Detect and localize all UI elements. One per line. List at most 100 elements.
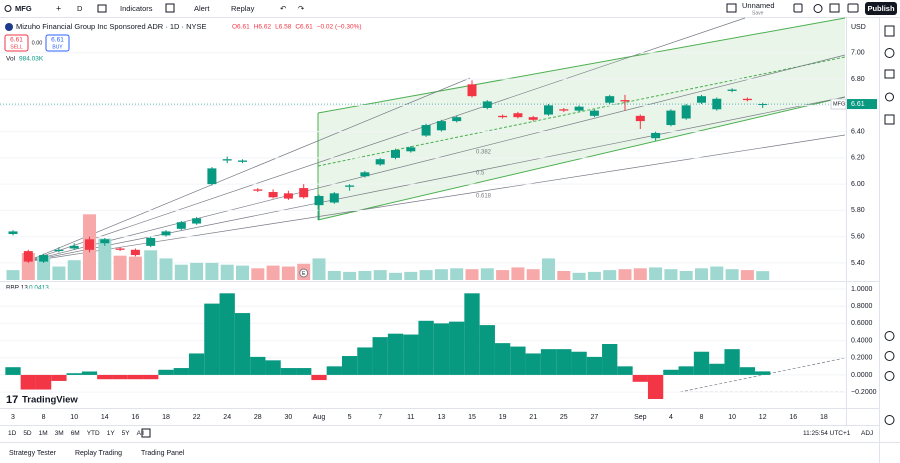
adj-toggle[interactable]: ADJ [861, 430, 873, 437]
volume-bar [603, 270, 617, 280]
last-symbol-label: MFG [833, 101, 845, 107]
layers-icon[interactable] [884, 69, 895, 79]
ohlc-value: −0.02 (−0.30%) [317, 24, 362, 31]
undo[interactable]: ↶ [280, 4, 287, 13]
range-button[interactable]: 1D [8, 430, 17, 437]
histogram-bar [188, 353, 205, 375]
x-tick-label: 21 [529, 414, 537, 421]
notifications-icon[interactable] [884, 415, 895, 425]
redo[interactable]: ↷ [298, 4, 305, 13]
x-tick-label: 16 [132, 414, 140, 421]
hotlist-icon[interactable] [885, 92, 894, 102]
add-symbol[interactable]: + [56, 3, 61, 13]
candle-body [421, 125, 431, 136]
x-tick-label: 18 [820, 414, 828, 421]
publish-button[interactable] [865, 2, 897, 15]
histogram-bar [433, 323, 450, 375]
indicator-value: 0.0413 [29, 285, 49, 292]
x-tick-label: 30 [285, 414, 293, 421]
histogram-bar [556, 349, 572, 375]
volume-bar [496, 270, 510, 280]
footer-tab[interactable]: Strategy Tester [9, 450, 57, 457]
snapshot-icon[interactable] [847, 3, 859, 13]
candle-body [146, 237, 156, 246]
candle-body [697, 96, 706, 103]
range-button[interactable]: 6M [71, 430, 80, 437]
fib-label: 0.382 [476, 150, 492, 156]
candle-body [69, 245, 79, 249]
range-button[interactable]: 5Y [122, 430, 131, 437]
volume-bar [511, 267, 525, 280]
range-button[interactable]: All [137, 430, 145, 437]
sell-price[interactable]: 6.61 [10, 37, 23, 44]
grid-icon[interactable] [793, 3, 803, 13]
histogram-bar [173, 368, 189, 375]
footer-tab[interactable]: Replay Trading [75, 450, 122, 457]
histogram-bar [234, 313, 251, 375]
ideas-icon[interactable] [884, 331, 895, 341]
footer: Strategy Tester Replay Trading Trading Pan… [9, 450, 185, 457]
calendar-icon[interactable] [884, 114, 895, 125]
candle-body [436, 121, 446, 131]
indicators-button[interactable]: Indicators [120, 4, 153, 13]
watchlist-icon[interactable] [884, 25, 895, 37]
y-tick-label: 6.20 [851, 155, 865, 162]
search-icon[interactable] [4, 5, 12, 12]
volume-bar [144, 250, 158, 280]
volume-bar [404, 271, 418, 280]
replay-button[interactable]: Replay [231, 4, 255, 13]
earnings-marker[interactable] [299, 268, 309, 278]
settings-icon[interactable] [813, 4, 823, 13]
volume-bar [465, 269, 479, 280]
interval[interactable]: D [77, 4, 83, 13]
candle-body [758, 104, 768, 106]
footer-tab[interactable]: Trading Panel [141, 450, 185, 457]
alerts-icon[interactable] [884, 48, 895, 58]
candle-body [452, 117, 462, 122]
volume-bar [434, 269, 448, 280]
volume-label: Vol [6, 56, 16, 63]
volume-bar [205, 262, 219, 280]
candle-body [727, 89, 737, 91]
volume-bar [572, 272, 586, 280]
symbol-logo [5, 23, 13, 31]
candle-body [406, 147, 416, 152]
sell-button[interactable] [4, 34, 29, 52]
x-tick-label: 19 [499, 414, 507, 421]
candle-body [559, 109, 569, 111]
layout-name[interactable]: Unnamed [742, 1, 775, 10]
date-range-icon[interactable] [141, 428, 151, 438]
buy-price[interactable]: 6.61 [51, 37, 64, 44]
histogram-bar [709, 363, 725, 375]
help-icon[interactable] [884, 351, 895, 361]
range-button[interactable]: 1Y [107, 430, 116, 437]
histogram-bar [510, 346, 526, 375]
range-button[interactable]: 1M [39, 430, 48, 437]
candle-body [742, 98, 752, 101]
chat-icon[interactable] [884, 371, 895, 381]
symbol[interactable]: MFG [15, 4, 32, 13]
range-button[interactable]: YTD [87, 430, 100, 437]
templates-icon[interactable] [165, 3, 175, 13]
volume-bar [664, 269, 678, 280]
publish-label[interactable]: Publish [867, 4, 895, 13]
buy-label[interactable]: BUY [52, 44, 63, 50]
chart-type-icon[interactable] [97, 4, 107, 13]
range-button[interactable]: 3M [55, 430, 64, 437]
range-button[interactable]: 5D [23, 430, 32, 437]
candle-body [635, 115, 645, 122]
alert-button[interactable]: Alert [194, 4, 210, 13]
layout-icon[interactable] [726, 3, 737, 13]
volume-bar [710, 266, 724, 280]
sell-label[interactable]: SELL [10, 44, 22, 50]
fan-line [24, 17, 746, 263]
candle-body [528, 117, 538, 120]
candle-body [238, 160, 247, 162]
buy-button[interactable] [45, 34, 70, 52]
candle-body [574, 106, 584, 111]
x-tick-label: 10 [70, 414, 78, 421]
fullscreen-icon[interactable] [829, 3, 840, 13]
histogram-bar [755, 371, 771, 375]
volume-bar [98, 238, 112, 280]
volume-bar [633, 268, 647, 280]
